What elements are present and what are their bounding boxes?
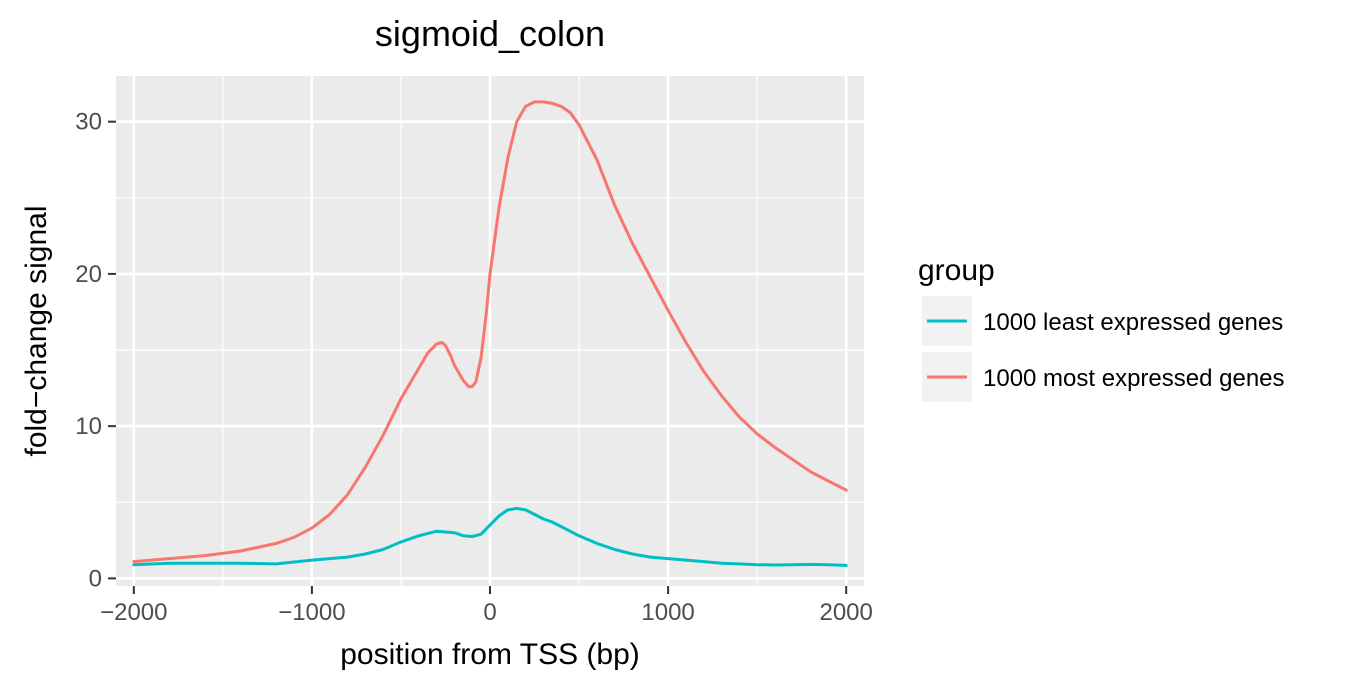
y-axis-title: fold−change signal (20, 205, 53, 456)
series-lines (132, 100, 848, 567)
y-axis: 0 10 20 30 (75, 109, 116, 592)
legend-entry: 1000 most expressed genes (922, 352, 1285, 402)
legend-label: 1000 most expressed genes (983, 365, 1285, 392)
series-line (132, 100, 848, 564)
y-tick-label: 0 (89, 565, 102, 592)
y-tick-label: 30 (75, 109, 102, 136)
y-tick-label: 10 (75, 413, 102, 440)
x-tick-label: −2000 (100, 599, 167, 626)
x-tick-label: −1000 (278, 599, 345, 626)
y-tick-label: 20 (75, 261, 102, 288)
legend-title: group (918, 254, 995, 287)
series-line (132, 506, 848, 567)
legend-label: 1000 least expressed genes (983, 309, 1283, 336)
legend-entry: 1000 least expressed genes (922, 296, 1283, 346)
x-axis: −2000 −1000 0 1000 2000 (100, 586, 873, 626)
x-tick-label: 0 (483, 599, 496, 626)
chart-title: sigmoid_colon (375, 13, 605, 54)
x-axis-title: position from TSS (bp) (340, 638, 640, 671)
x-tick-label: 1000 (641, 599, 694, 626)
legend: group 1000 least expressed genes 1000 mo… (918, 254, 1285, 402)
x-tick-label: 2000 (819, 599, 872, 626)
